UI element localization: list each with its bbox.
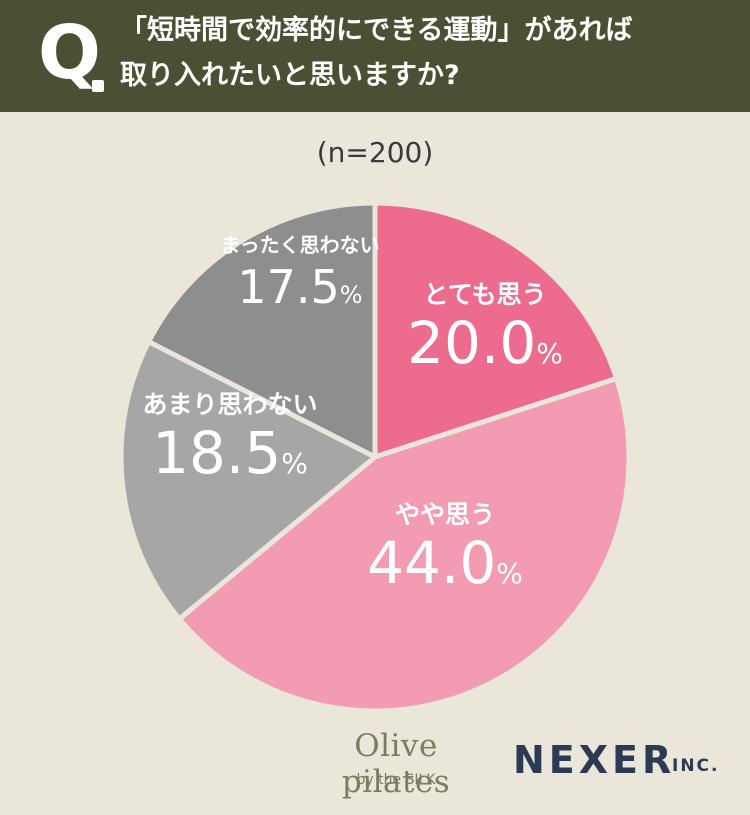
slice-label-amari: あまり思わない 18.5%: [115, 390, 345, 497]
nexer-inc-logo: INC.: [672, 756, 720, 776]
olive-pilates-subtitle: by the SILK: [356, 772, 436, 788]
slice-category-amari: あまり思わない: [142, 390, 318, 419]
slice-value-totemo: 20.0%: [407, 309, 563, 377]
slice-category-totemo: とても思う: [423, 280, 547, 309]
slice-value-yaya: 44.0%: [367, 529, 523, 597]
question-line-1: 「短時間で効率的にできる運動」があれば: [120, 15, 633, 46]
sample-size-label: (n=200): [316, 136, 434, 169]
q-dot-icon: [92, 80, 104, 92]
question-text: 「短時間で効率的にできる運動」があれば 取り入れたいと思いますか?: [120, 8, 730, 98]
slice-label-yaya: やや思う 44.0%: [340, 500, 550, 607]
slice-value-mattaku: 17.5%: [237, 260, 363, 314]
slice-category-mattaku: まったく思わない: [220, 233, 380, 257]
slice-label-mattaku: まったく思わない 17.5%: [200, 230, 400, 322]
pie-slice-mattaku: [146, 200, 378, 460]
pie-slice-amari: [118, 339, 378, 622]
olive-pilates-logo: Olive pilates: [341, 728, 451, 800]
question-line-2: 取り入れたいと思いますか?: [120, 60, 460, 91]
question-header: Q 「短時間で効率的にできる運動」があれば 取り入れたいと思いますか?: [0, 0, 750, 112]
q-mark: Q: [38, 10, 101, 96]
slice-value-amari: 18.5%: [152, 419, 308, 487]
pie-slice-totemo: [372, 200, 620, 460]
nexer-logo: NEXER: [513, 738, 676, 782]
pie-slice-yaya: [176, 376, 632, 714]
slice-category-yaya: やや思う: [394, 500, 495, 529]
slice-label-totemo: とても思う 20.0%: [385, 280, 585, 387]
